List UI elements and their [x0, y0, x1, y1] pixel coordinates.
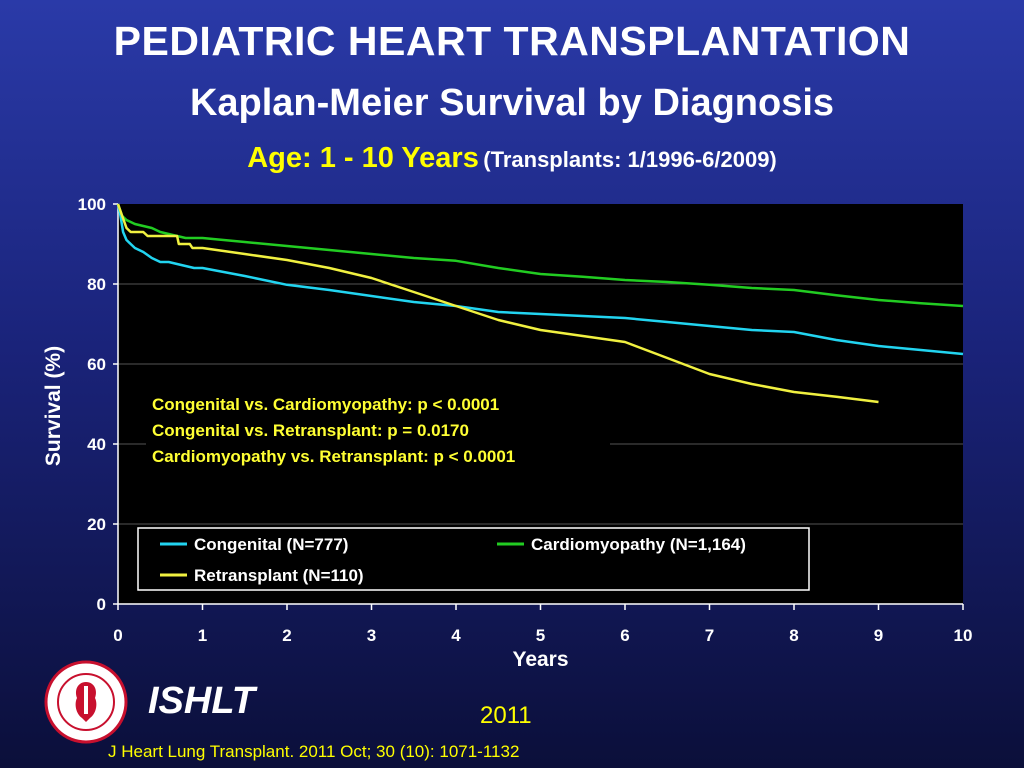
x-axis-label: Years	[512, 648, 568, 671]
age-range-label: Age: 1 - 10 Years	[247, 142, 479, 174]
series-line-cardiomyopathy	[116, 203, 964, 308]
legend-label: Cardiomyopathy (N=1,164)	[531, 535, 746, 554]
x-tick-label: 3	[367, 626, 376, 645]
y-axis-label: Survival (%)	[42, 346, 65, 466]
ishlt-society-seal-icon	[44, 660, 128, 749]
page-subtitle: Kaplan-Meier Survival by Diagnosis	[189, 82, 835, 124]
x-tick-label: 0	[113, 626, 122, 645]
x-tick-label: 8	[789, 626, 798, 645]
x-tick-label: 4	[451, 626, 461, 645]
x-tick-label: 5	[536, 626, 545, 645]
legend-box	[137, 527, 810, 591]
series-line-retransplant	[116, 203, 879, 404]
page-title: PEDIATRIC HEART TRANSPLANTATION	[113, 18, 911, 64]
transplant-period-label: (Transplants: 1/1996-6/2009)	[483, 147, 777, 172]
y-tick-label: 60	[87, 355, 106, 374]
annotation-box	[146, 390, 610, 470]
legend-label: Congenital (N=777)	[194, 535, 348, 554]
chart-caption: Age: 1 - 10 Years (Transplants: 1/1996-6…	[0, 142, 1024, 175]
y-tick-label: 40	[87, 435, 106, 454]
p-value-annotations: Congenital vs. Cardiomyopathy: p < 0.000…	[146, 390, 610, 470]
publication-year: 2011	[480, 702, 532, 729]
org-name: ISHLT	[148, 680, 255, 722]
x-tick-label: 7	[705, 626, 714, 645]
y-tick-label: 0	[97, 595, 106, 614]
series-line-congenital	[116, 203, 964, 356]
legend: Congenital (N=777) Cardiomyopathy (N=1,16…	[137, 527, 810, 591]
x-tick-label: 9	[874, 626, 883, 645]
axes: 0 20 40 60 80 100 0 1 2 3 4 5 6 7 8 9 10 Years Survival (%…	[42, 195, 972, 671]
p-value-annotation: Cardiomyopathy vs. Retransplant: p < 0.0…	[152, 447, 515, 466]
p-value-annotation: Congenital vs. Cardiomyopathy: p < 0.000…	[152, 395, 499, 414]
x-tick-label: 1	[198, 626, 207, 645]
series-lines	[116, 203, 964, 404]
x-tick-label: 10	[954, 626, 973, 645]
x-tick-label: 6	[620, 626, 629, 645]
citation: J Heart Lung Transplant. 2011 Oct; 30 (1…	[108, 742, 520, 761]
p-value-annotation: Congenital vs. Retransplant: p = 0.0170	[152, 421, 469, 440]
legend-label: Retransplant (N=110)	[194, 566, 364, 585]
y-tick-label: 20	[87, 515, 106, 534]
y-tick-label: 100	[78, 195, 106, 214]
x-tick-label: 2	[282, 626, 291, 645]
y-tick-label: 80	[87, 275, 106, 294]
